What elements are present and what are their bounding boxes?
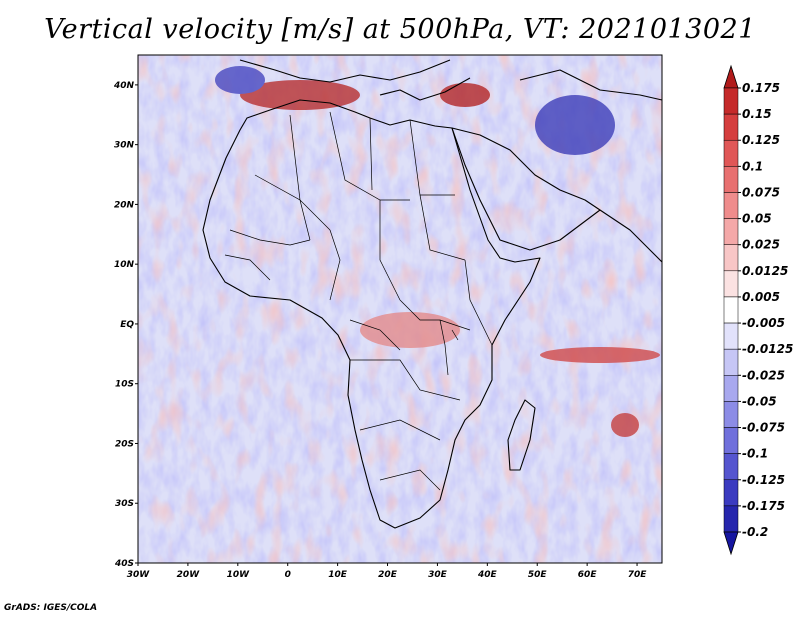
colorbar-swatch (723, 166, 739, 193)
lon-tick-label: 30W (127, 570, 151, 580)
colorbar-label: 0.0125 (742, 264, 788, 278)
asia-coastline (519, 69, 663, 263)
lat-tick-label: 10N (114, 260, 135, 270)
colorbar-swatch (723, 322, 739, 350)
colorbar-swatch (723, 87, 739, 115)
ascent-congo-basin (360, 312, 460, 348)
colorbar: 0.175 0.15 0.125 0.1 0.075 0.05 0.025 0.0125 0.0… (723, 64, 793, 556)
colorbar-swatch (723, 375, 739, 402)
colorbar-swatch (723, 218, 739, 245)
lon-tick-label: 10E (328, 570, 348, 580)
colorbar-swatch (723, 113, 739, 141)
velocity-field (138, 55, 662, 563)
lon-tick-label: 20E (378, 570, 398, 580)
colorbar-label: 0.025 (742, 238, 780, 252)
colorbar-swatch (723, 296, 739, 324)
colorbar-label: 0.125 (742, 133, 780, 147)
grads-credit: GrADS: IGES/COLA (4, 603, 98, 613)
chart-title: Vertical velocity [m/s] at 500hPa, VT: 2… (44, 14, 756, 45)
colorbar-label: -0.175 (742, 499, 785, 513)
colorbar-swatch (723, 427, 739, 454)
ascent-core-middle-east (440, 83, 490, 107)
colorbar-label: -0.075 (742, 421, 785, 435)
colorbar-label: -0.025 (742, 368, 785, 382)
lon-tick-label: 50E (528, 570, 548, 580)
lat-tick-label: 20S (115, 439, 134, 449)
lon-tick-label: 10W (227, 570, 251, 580)
descent-core-iran (535, 95, 615, 155)
colorbar-swatch (723, 270, 739, 298)
colorbar-swatch (723, 453, 739, 481)
europe-coastline (239, 59, 471, 101)
lon-tick-label: 30E (428, 570, 448, 580)
colorbar-label: 0.005 (742, 290, 780, 304)
ascent-band-indian-ocean (540, 347, 660, 363)
lon-tick-label: 40E (477, 570, 498, 580)
colorbar-swatch (723, 505, 739, 533)
colorbar-label: -0.005 (742, 316, 785, 330)
great-lakes (439, 319, 459, 376)
colorbar-label: 0.175 (742, 81, 780, 95)
colorbar-label: 0.05 (742, 212, 772, 226)
latitude-axis: 40N 30N 20N 10N EQ 10S 20S 30S 40S (113, 81, 138, 569)
colorbar-swatch (723, 192, 739, 219)
lat-tick-label: 40N (113, 81, 135, 91)
longitude-axis: 30W 20W 10W 0 10E 20E 30E 40E 50E 60E 70E (127, 563, 647, 580)
colorbar-label: -0.2 (742, 525, 768, 539)
lat-tick-label: 40S (114, 559, 134, 569)
colorbar-label: -0.125 (742, 473, 785, 487)
lat-tick-label: EQ (120, 320, 134, 330)
colorbar-top-arrow (723, 64, 739, 89)
colorbar-swatch (723, 479, 739, 507)
descent-core-atlantic (215, 66, 265, 94)
colorbar-swatch (723, 139, 739, 167)
border-lines (224, 111, 493, 491)
colorbar-label: 0.075 (742, 185, 780, 199)
lon-tick-label: 0 (285, 570, 291, 580)
lon-tick-label: 70E (628, 570, 648, 580)
colorbar-swatch (723, 348, 739, 376)
colorbar-label: -0.1 (742, 447, 768, 461)
lat-tick-label: 20N (114, 200, 135, 210)
country-borders (224, 111, 493, 491)
colorbar-swatch (723, 401, 739, 428)
colorbar-bottom-arrow (723, 531, 739, 556)
map-frame (137, 54, 663, 564)
colorbar-label: -0.0125 (742, 342, 793, 356)
colorbar-label: -0.05 (742, 394, 777, 408)
lat-tick-label: 30N (114, 141, 135, 151)
lat-tick-label: 30S (115, 499, 134, 509)
colorbar-label: 0.15 (742, 107, 772, 121)
madagascar-coastline (507, 399, 536, 471)
colorbar-swatch (723, 244, 739, 272)
lon-tick-label: 20W (177, 570, 201, 580)
ascent-cell-indian-ocean (611, 413, 639, 437)
lat-tick-label: 10S (115, 380, 134, 390)
lon-tick-label: 60E (578, 570, 598, 580)
colorbar-label: 0.1 (742, 159, 763, 173)
